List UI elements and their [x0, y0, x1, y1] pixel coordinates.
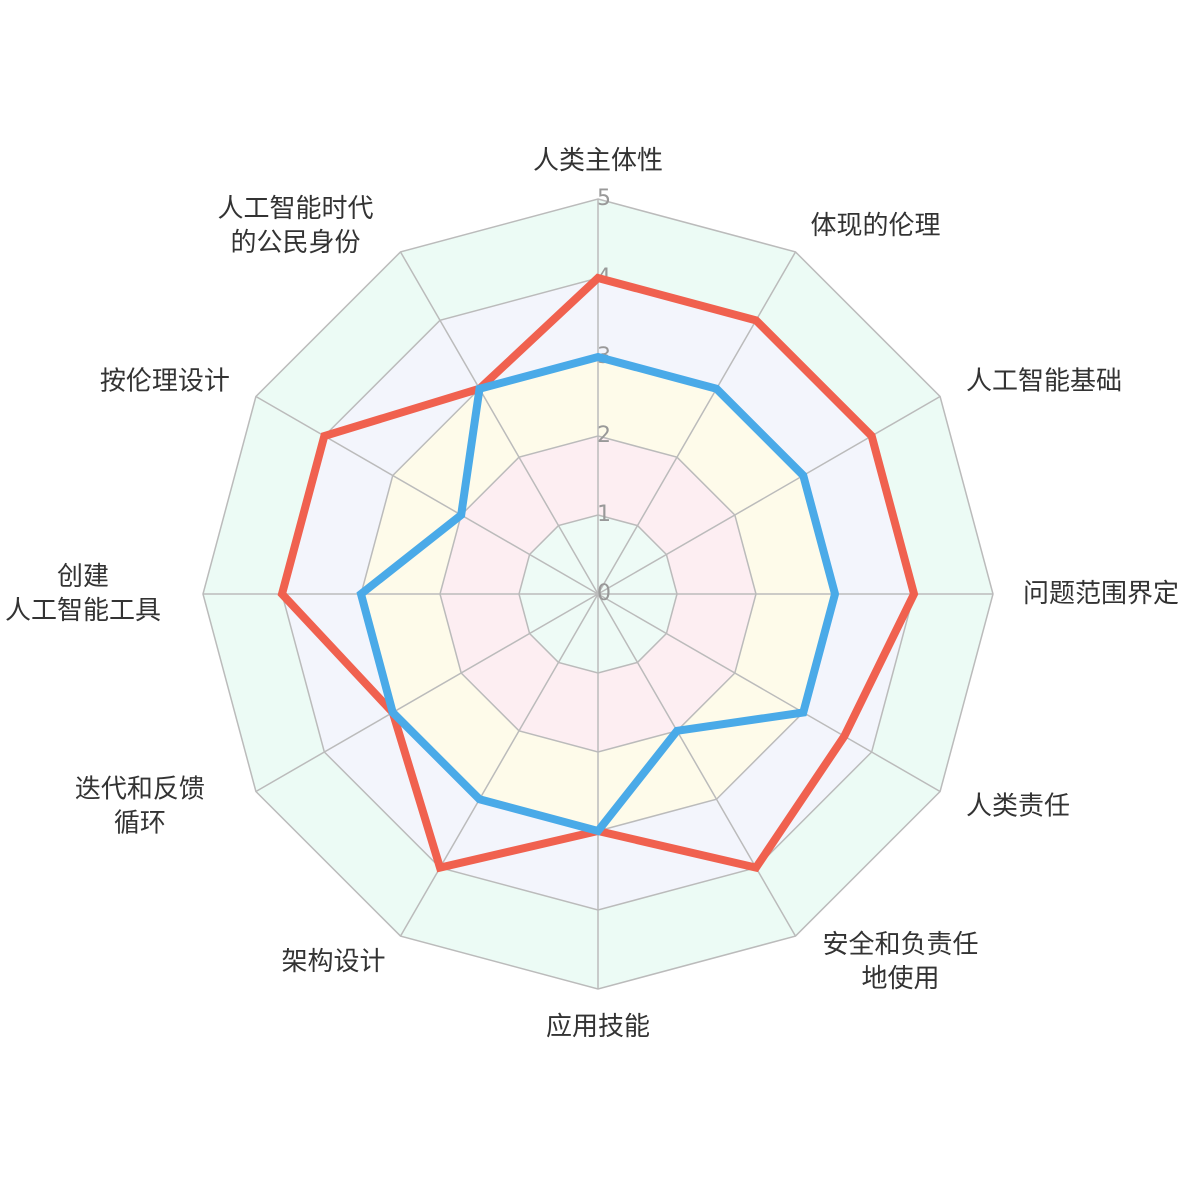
category-label: 安全和负责任地使用	[822, 930, 978, 994]
spoke	[597, 593, 941, 793]
category-label-line: 按伦理设计	[100, 366, 230, 396]
r-tick-label: 5	[597, 186, 611, 211]
category-label: 人工智能基础	[966, 366, 1122, 396]
category-label-line: 人工智能工具	[5, 596, 161, 626]
category-label: 按伦理设计	[100, 366, 230, 396]
spoke	[597, 395, 941, 595]
category-label-line: 的公民身份	[230, 227, 360, 257]
r-tick-label: 2	[597, 423, 611, 448]
category-label: 体现的伦理	[811, 210, 941, 240]
category-label: 人工智能时代的公民身份	[217, 193, 373, 257]
category-label-line: 问题范围界定	[1023, 579, 1179, 609]
category-label-line: 迭代和反馈	[75, 774, 205, 804]
spoke	[597, 251, 797, 595]
spoke	[597, 593, 797, 937]
spoke	[255, 593, 599, 793]
category-label-line: 创建	[57, 562, 109, 592]
spoke	[399, 593, 599, 937]
category-label: 人类责任	[966, 791, 1070, 821]
category-label: 创建人工智能工具	[5, 562, 161, 626]
category-label: 迭代和反馈循环	[75, 774, 205, 838]
category-label-line: 人类责任	[966, 791, 1070, 821]
category-label-line: 安全和负责任	[822, 930, 978, 960]
category-label-line: 人工智能基础	[966, 366, 1122, 396]
category-label-line: 人类主体性	[533, 146, 663, 176]
category-label: 应用技能	[546, 1012, 650, 1042]
category-label-line: 架构设计	[281, 947, 385, 977]
series-line	[356, 352, 840, 836]
category-label: 架构设计	[281, 947, 385, 977]
category-label: 人类主体性	[533, 146, 663, 176]
r-tick-label: 0	[597, 581, 611, 606]
r-tick-label: 1	[597, 502, 611, 527]
category-label-line: 循环	[114, 808, 166, 838]
category-label-line: 地使用	[861, 964, 939, 994]
category-label-line: 人工智能时代	[217, 193, 373, 223]
spoke	[255, 395, 599, 595]
category-label-line: 应用技能	[546, 1012, 650, 1042]
category-label-line: 体现的伦理	[811, 210, 941, 240]
spoke	[399, 251, 599, 595]
category-label: 问题范围界定	[1023, 579, 1179, 609]
